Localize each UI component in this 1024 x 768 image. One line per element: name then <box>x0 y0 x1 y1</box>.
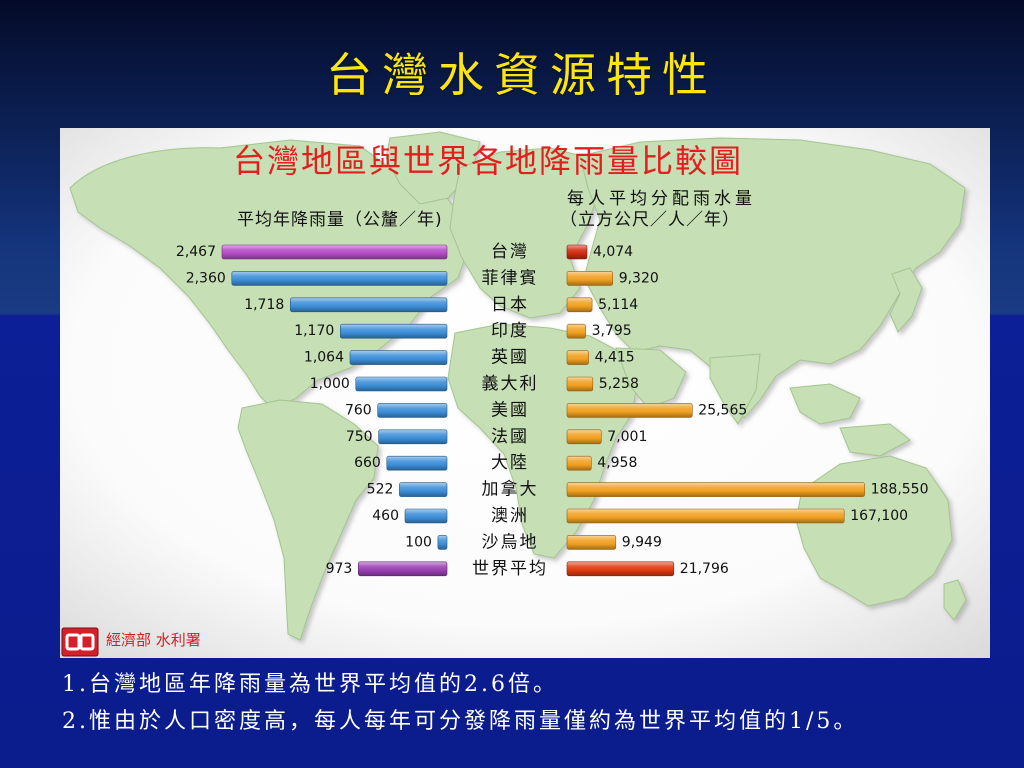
arabia-shape <box>615 347 687 409</box>
right-series-label: 每人平均分配雨水量 <box>567 189 756 209</box>
category-label-11: 沙烏地 <box>482 532 539 552</box>
rainfall-bar-4 <box>349 350 448 365</box>
per-capita-value-label-3: 3,795 <box>592 323 632 339</box>
per-capita-value-label-0: 4,074 <box>593 244 633 260</box>
rainfall-value-label-6: 760 <box>345 402 372 418</box>
per-capita-value-label-7: 7,001 <box>607 429 647 445</box>
per-capita-bar-9 <box>566 482 865 497</box>
per-capita-value-label-6: 25,565 <box>698 402 747 418</box>
southeast-asia-shape <box>789 383 911 457</box>
rainfall-value-label-5: 1,000 <box>310 376 350 392</box>
per-capita-value-label-8: 4,958 <box>597 455 637 471</box>
category-label-0: 台灣 <box>491 242 529 262</box>
rainfall-value-label-7: 750 <box>346 429 373 445</box>
new-zealand-shape <box>943 579 967 621</box>
category-label-7: 法國 <box>491 427 529 447</box>
bullet-1: 1.台灣地區年降雨量為世界平均值的2.6倍。 <box>62 672 558 697</box>
rainfall-value-label-9: 522 <box>367 482 394 498</box>
rainfall-comparison-chart: 台灣地區與世界各地降雨量比較圖 平均年降雨量（公釐／年) 每人平均分配雨水量 （… <box>60 128 990 658</box>
per-capita-bar-11 <box>566 535 617 550</box>
rainfall-bar-11 <box>437 535 448 550</box>
chart-marks: 2,467 台灣 4,074 2,360 菲律賓 9,320 1,718 日本 5,114 1,1… <box>176 242 929 579</box>
rainfall-bar-12 <box>357 561 448 577</box>
category-label-9: 加拿大 <box>482 479 539 500</box>
rainfall-bar-7 <box>378 429 448 445</box>
rainfall-bar-9 <box>399 482 448 497</box>
left-series-label: 平均年降雨量（公釐／年) <box>237 210 443 230</box>
category-label-6: 美國 <box>491 400 529 420</box>
per-capita-bar-7 <box>566 429 602 445</box>
rainfall-bar-1 <box>231 271 448 286</box>
chart-panel: 台灣地區與世界各地降雨量比較圖 平均年降雨量（公釐／年) 每人平均分配雨水量 （… <box>60 128 990 658</box>
category-label-12: 世界平均 <box>472 559 548 579</box>
category-label-8: 大陸 <box>491 453 529 473</box>
category-label-5: 義大利 <box>482 374 539 394</box>
per-capita-value-label-4: 4,415 <box>595 350 635 366</box>
per-capita-bar-10 <box>566 508 845 524</box>
japan-shape <box>889 267 923 333</box>
rainfall-value-label-11: 100 <box>405 534 432 550</box>
rainfall-bar-5 <box>355 376 448 392</box>
per-capita-value-label-12: 21,796 <box>680 561 729 577</box>
rainfall-bar-3 <box>339 323 448 339</box>
per-capita-value-label-5: 5,258 <box>599 376 639 392</box>
rainfall-value-label-2: 1,718 <box>244 297 284 313</box>
per-capita-bar-1 <box>566 271 614 286</box>
rainfall-value-label-4: 1,064 <box>304 350 344 366</box>
rainfall-bar-6 <box>377 403 448 418</box>
per-capita-value-label-11: 9,949 <box>622 534 662 550</box>
per-capita-value-label-9: 188,550 <box>871 482 929 498</box>
source-label: 經濟部 水利署 <box>106 631 201 649</box>
per-capita-bar-2 <box>566 297 593 313</box>
per-capita-bar-8 <box>566 455 592 471</box>
rainfall-value-label-1: 2,360 <box>186 270 226 286</box>
bullet-2: 2.惟由於人口密度高，每人每年可分發降雨量僅約為世界平均值的1/5。 <box>62 709 859 734</box>
asia-shape <box>579 137 966 419</box>
rainfall-bar-2 <box>290 297 448 313</box>
rainfall-value-label-3: 1,170 <box>294 323 334 339</box>
category-label-10: 澳洲 <box>491 506 529 526</box>
right-series-unit: （立方公尺／人／年） <box>560 210 740 230</box>
category-label-2: 日本 <box>491 295 529 315</box>
agency-logo-icon <box>61 627 99 657</box>
chart-title: 台灣地區與世界各地降雨量比較圖 <box>233 142 743 180</box>
per-capita-bar-12 <box>566 561 675 577</box>
india-shape <box>709 353 761 425</box>
per-capita-bar-3 <box>566 323 586 339</box>
per-capita-value-label-10: 167,100 <box>850 508 908 524</box>
rainfall-value-label-0: 2,467 <box>176 244 216 260</box>
per-capita-value-label-1: 9,320 <box>619 270 659 286</box>
category-label-1: 菲律賓 <box>482 268 539 288</box>
category-label-3: 印度 <box>491 321 529 341</box>
rainfall-bar-8 <box>386 455 448 471</box>
rainfall-bar-10 <box>404 508 448 524</box>
per-capita-value-label-2: 5,114 <box>598 297 638 313</box>
south-america-shape <box>237 399 379 641</box>
category-label-4: 英國 <box>491 348 529 368</box>
rainfall-value-label-10: 460 <box>372 508 399 524</box>
slide-title: 台灣水資源特性 <box>326 48 718 102</box>
per-capita-bar-6 <box>566 403 693 418</box>
per-capita-bar-0 <box>566 244 588 260</box>
per-capita-bar-4 <box>566 350 589 365</box>
rainfall-bar-0 <box>221 244 448 260</box>
rainfall-value-label-12: 973 <box>326 561 353 577</box>
per-capita-bar-5 <box>566 376 594 392</box>
rainfall-value-label-8: 660 <box>354 455 381 471</box>
